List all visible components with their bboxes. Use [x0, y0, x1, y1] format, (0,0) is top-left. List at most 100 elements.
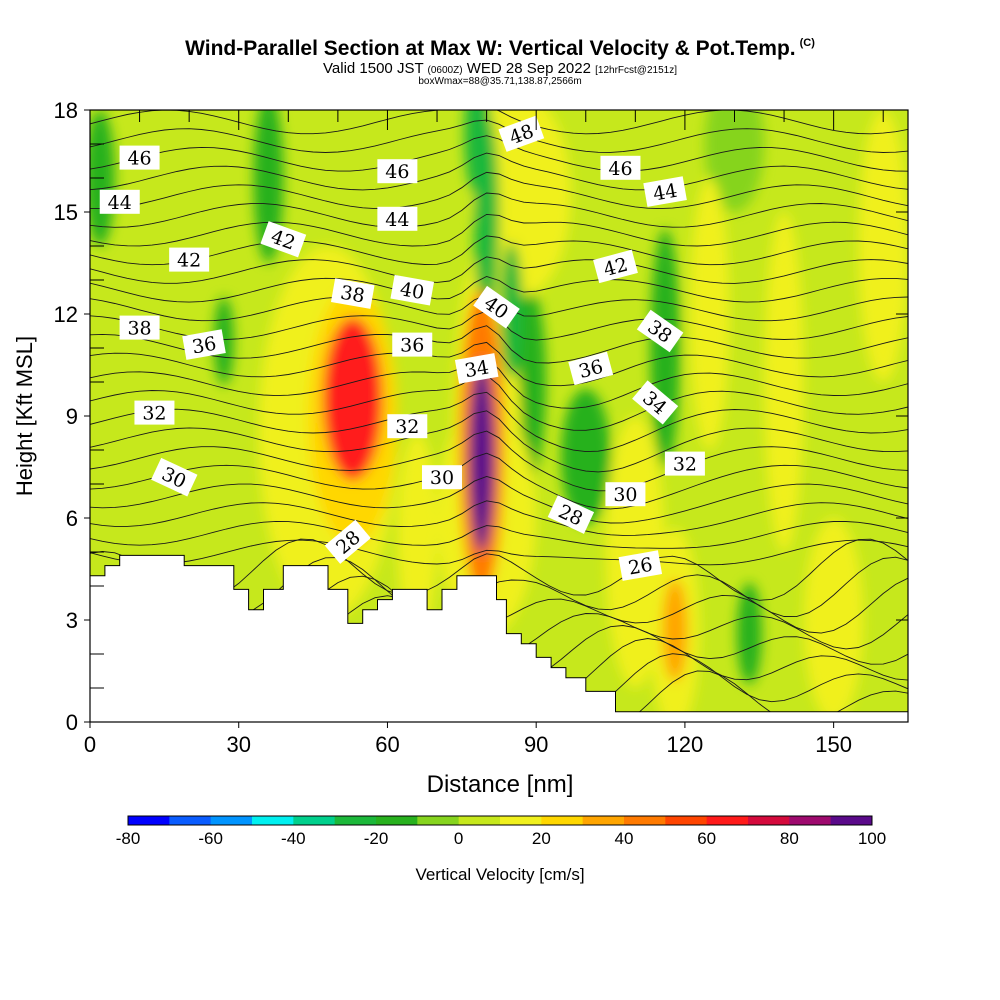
valid-fcst: [12hrFcst@2151z] — [595, 65, 677, 76]
title-mark: (C) — [799, 37, 815, 49]
colorbar-tick-label: 60 — [697, 829, 716, 848]
theta-contour — [90, 500, 908, 536]
theta-label: 42 — [593, 249, 638, 284]
theta-contour — [90, 391, 908, 453]
theta-label: 36 — [392, 332, 433, 357]
theta-label-text: 46 — [385, 161, 409, 183]
theta-contour — [90, 452, 908, 510]
theta-label: 32 — [387, 414, 428, 439]
theta-label: 38 — [119, 315, 160, 340]
box-info: boxWmax=88@35.71,138.87,2566m — [418, 76, 582, 87]
theta-label-box — [568, 351, 614, 386]
field-blob — [323, 317, 383, 481]
theta-label-box — [134, 400, 175, 425]
theta-label: 30 — [421, 465, 462, 490]
theta-contour — [90, 152, 908, 191]
theta-label-text: 32 — [395, 416, 419, 438]
theta-label-box — [664, 451, 705, 476]
theta-contour — [90, 119, 908, 153]
theta-label-text: 32 — [673, 454, 697, 476]
theta-label-box — [169, 247, 210, 272]
colorbar-tick-label: 0 — [454, 829, 463, 848]
colorbar: -80 -60 -40 -20 0 20 40 60 80 100 — [116, 815, 886, 848]
x-tick-label: 90 — [524, 732, 548, 757]
theta-label-text: 38 — [127, 318, 151, 340]
colorbar-swatch — [128, 816, 170, 825]
valid-utc: (0600Z) — [427, 65, 463, 76]
theta-label-box — [547, 495, 595, 534]
theta-label-text: 44 — [385, 209, 409, 231]
colorbar-swatch — [665, 816, 708, 825]
theta-label: 44 — [99, 189, 140, 214]
theta-label-text: 36 — [400, 335, 424, 357]
theta-label-text: 36 — [190, 333, 218, 359]
theta-label-text: 32 — [142, 403, 166, 425]
theta-contour — [90, 192, 908, 228]
chart-subtitle: Valid 1500 JST (0600Z) WED 28 Sep 2022 [… — [0, 60, 1000, 77]
colorbar-swatch — [748, 816, 790, 825]
theta-label-box — [392, 332, 433, 357]
theta-contour — [90, 430, 908, 492]
colorbar-label: Vertical Velocity [cm/s] — [415, 865, 584, 884]
colorbar-tick-label: 40 — [615, 829, 634, 848]
colorbar-swatch — [334, 816, 377, 825]
theta-label-text: 42 — [177, 250, 201, 272]
colorbar-swatch — [789, 816, 832, 825]
y-tick-label: 12 — [54, 302, 78, 327]
theta-contour — [90, 325, 908, 364]
theta-contour — [90, 476, 908, 524]
theta-label-box — [377, 206, 418, 231]
theta-label-box — [643, 176, 687, 207]
theta-label-text: 26 — [627, 554, 655, 580]
valid-date: WED 28 Sep 2022 — [466, 60, 591, 77]
field-blob — [858, 110, 908, 382]
y-tick-label: 15 — [54, 200, 78, 225]
theta-label-text: 40 — [398, 278, 426, 304]
theta-label-box — [260, 221, 307, 258]
theta-label-box — [632, 380, 679, 425]
colorbar-swatch — [582, 816, 625, 825]
theta-label-box — [636, 309, 684, 353]
colorbar-tick-label: 80 — [780, 829, 799, 848]
field-blob — [764, 212, 804, 552]
theta-label: 42 — [169, 247, 210, 272]
colorbar-swatch — [376, 816, 418, 825]
theta-contour — [90, 213, 908, 247]
theta-label: 40 — [390, 274, 435, 306]
theta-label-box — [99, 189, 140, 214]
theta-label-box — [151, 457, 198, 497]
colorbar-swatch — [252, 816, 294, 825]
x-axis-label: Distance [nm] — [427, 771, 574, 798]
field-blob — [469, 361, 495, 552]
theta-label: 36 — [568, 351, 614, 386]
field-blob — [704, 110, 765, 212]
x-tick-label: 120 — [667, 732, 704, 757]
colorbar-swatch — [830, 816, 873, 825]
field-blob — [803, 518, 864, 722]
theta-label-box — [454, 353, 499, 384]
theta-contour — [90, 410, 908, 473]
chart-title: Wind-Parallel Section at Max W: Vertical… — [185, 37, 815, 60]
y-tick-label: 9 — [66, 404, 78, 429]
colorbar-swatch — [706, 816, 749, 825]
theta-contour — [90, 276, 908, 303]
theta-contour — [90, 110, 908, 135]
theta-contour — [90, 358, 908, 409]
colorbar-tick-label: 100 — [858, 829, 886, 848]
theta-contour — [90, 135, 908, 172]
theta-label: 46 — [119, 145, 160, 170]
theta-label: 32 — [664, 451, 705, 476]
theta-contour — [90, 341, 908, 387]
theta-label: 48 — [498, 115, 545, 152]
theta-label-box — [390, 274, 435, 306]
theta-label-text: 38 — [339, 282, 367, 308]
theta-label-text: 44 — [108, 192, 132, 214]
x-tick-label: 0 — [84, 732, 96, 757]
theta-label-box — [618, 550, 663, 581]
theta-label-box — [182, 329, 226, 360]
field-blob — [689, 178, 730, 450]
theta-label-box — [119, 145, 160, 170]
theta-label-box — [119, 315, 160, 340]
